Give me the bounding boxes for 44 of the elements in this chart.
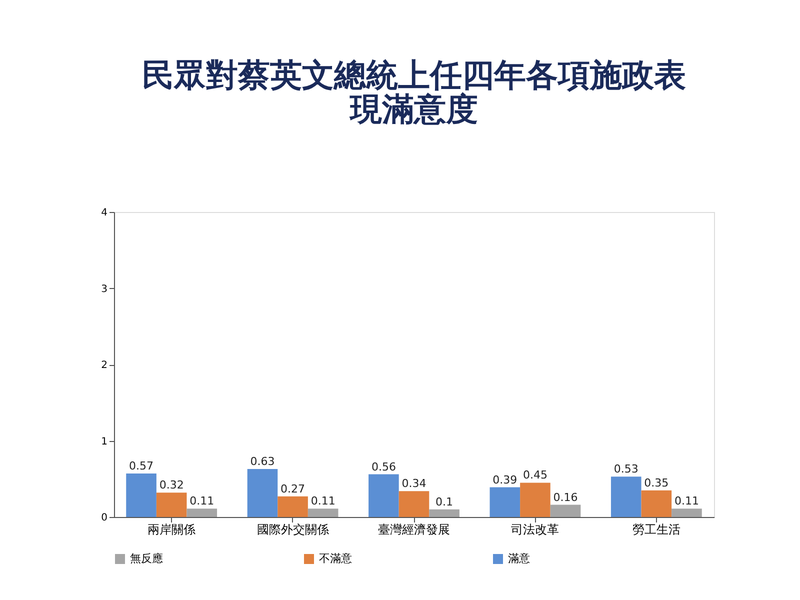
data-label: 0.11 (310, 494, 336, 508)
bar (126, 474, 156, 517)
bar (520, 482, 550, 517)
bar (550, 504, 581, 517)
data-label: 0.16 (553, 490, 578, 504)
x-tick-label: 臺灣經濟發展 (378, 522, 450, 536)
bar (490, 487, 520, 517)
y-tick-label: 2 (101, 360, 108, 371)
data-label: 0.32 (159, 478, 184, 492)
data-label: 0.11 (674, 494, 699, 508)
x-tick-label: 國際外交關係 (256, 522, 329, 536)
data-label: 0.56 (371, 460, 396, 474)
bar (247, 468, 278, 517)
bar (368, 474, 399, 517)
data-label: 0.27 (280, 482, 306, 496)
bar (308, 508, 338, 517)
y-tick-label: 4 (101, 208, 108, 218)
bar (398, 491, 430, 517)
chart-title: 民眾對蔡英文總統上任四年各項施政表現滿意度 (142, 56, 686, 128)
legend-label: 無反應 (130, 552, 163, 565)
legend-label: 不滿意 (319, 552, 352, 565)
y-tick-label: 3 (101, 284, 108, 295)
y-tick-label: 0 (101, 512, 108, 524)
data-label: 0.53 (614, 462, 638, 476)
data-label: 0.11 (190, 494, 214, 508)
bar (641, 490, 672, 517)
data-label: 0.45 (522, 468, 548, 482)
data-label: 0.39 (492, 473, 518, 486)
bar (186, 508, 218, 517)
data-label: 0.35 (644, 476, 669, 490)
x-tick-label: 勞工生活 (632, 522, 680, 536)
bar (429, 509, 460, 517)
x-tick-label: 兩岸關係 (148, 522, 196, 536)
legend-label: 滿意 (508, 552, 530, 565)
data-label: 0.1 (436, 495, 454, 508)
y-tick-label: 1 (101, 436, 108, 448)
x-tick-label: 司法改革 (511, 522, 560, 536)
data-label: 0.57 (129, 460, 154, 473)
data-label: 0.34 (402, 477, 426, 490)
bar (672, 508, 702, 517)
data-label: 0.63 (250, 454, 275, 468)
bar (156, 492, 187, 517)
bar (610, 476, 642, 517)
bar (278, 496, 308, 517)
